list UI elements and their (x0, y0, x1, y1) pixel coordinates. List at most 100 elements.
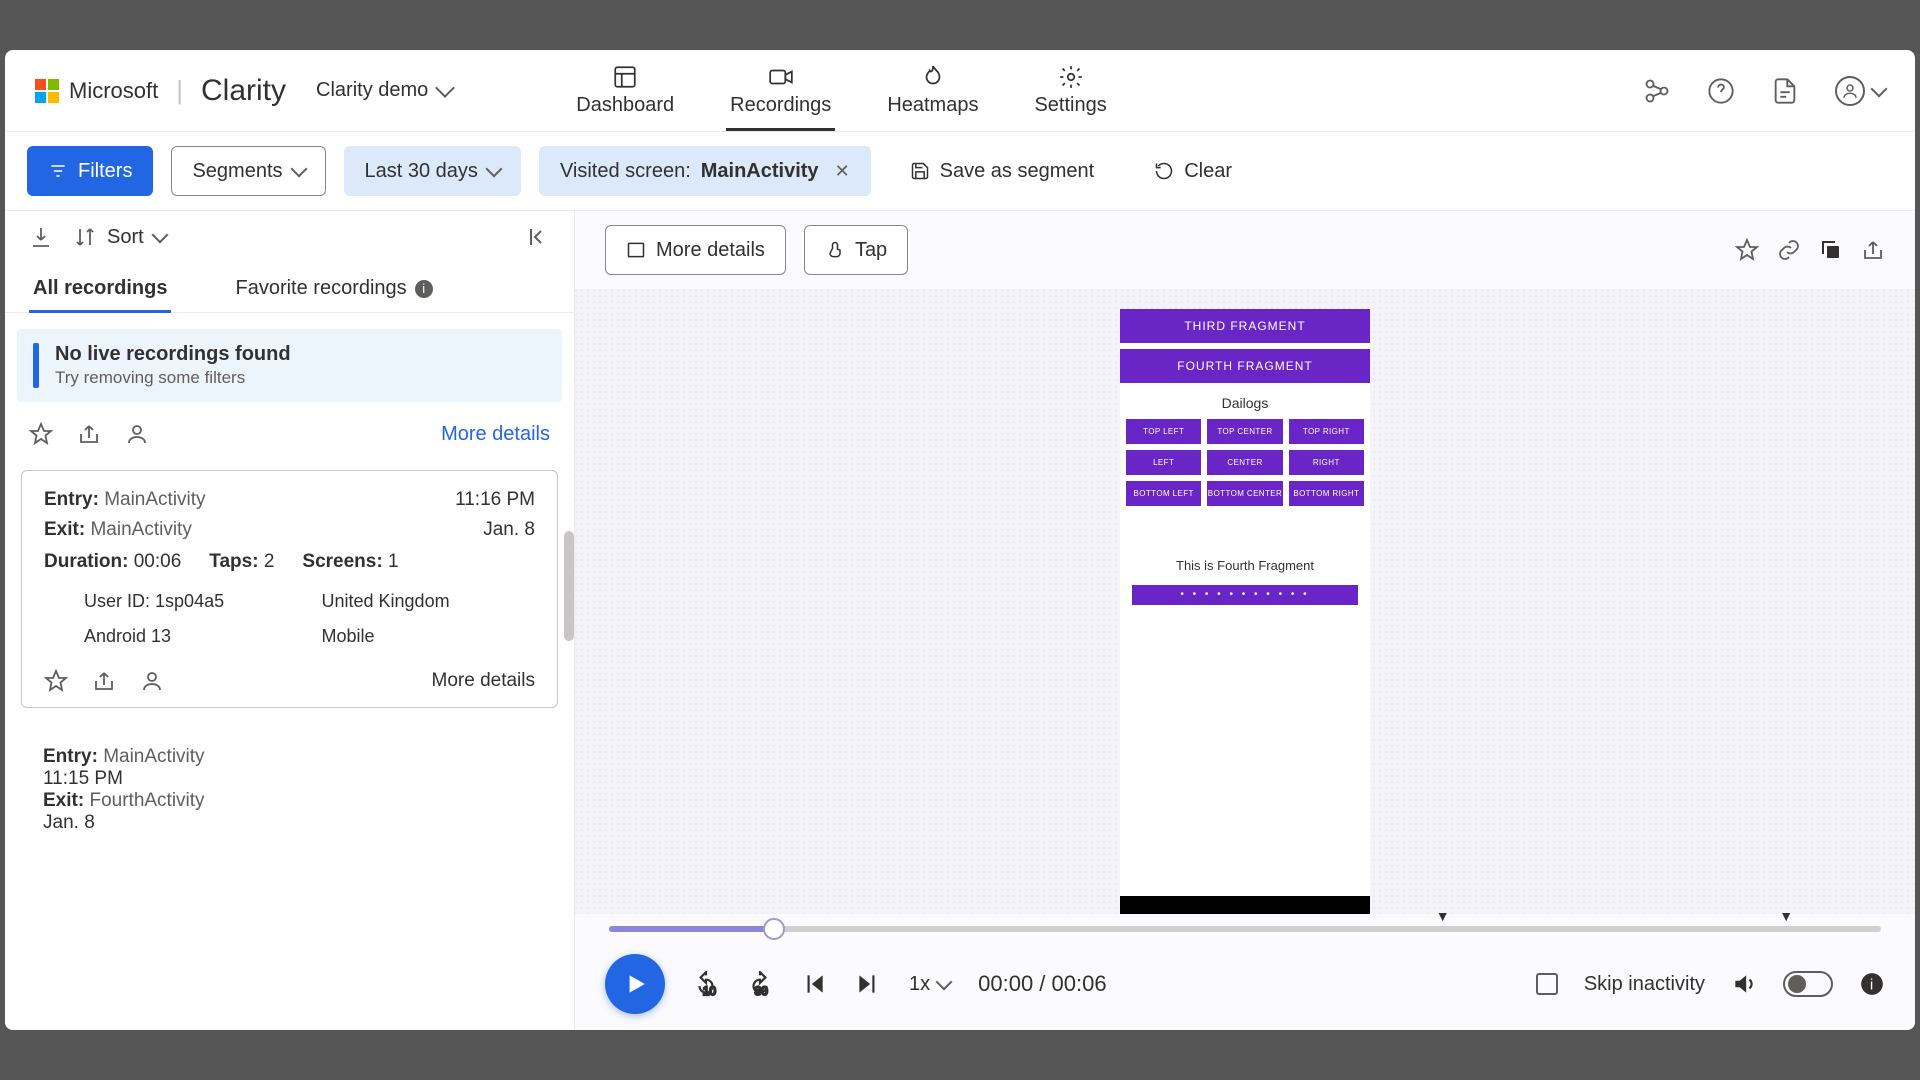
rewind-10-icon[interactable]: 10 (693, 971, 719, 997)
microsoft-logo-icon (35, 79, 59, 103)
user-icon[interactable] (125, 422, 149, 446)
fragment-caption: This is Fourth Fragment (1120, 558, 1370, 573)
more-details-link[interactable]: More details (441, 423, 550, 446)
play-button[interactable] (605, 954, 665, 1014)
company-name: Microsoft (69, 78, 158, 104)
dialogs-label: Dailogs (1120, 395, 1370, 411)
filters-label: Filters (78, 160, 132, 183)
timeline[interactable]: ▼ ▼ (609, 914, 1881, 940)
tap-button[interactable]: Tap (804, 225, 908, 275)
more-details-button[interactable]: More details (605, 225, 786, 275)
app-window: Microsoft | Clarity Clarity demo Dashboa… (5, 50, 1915, 1030)
fragment-button-3: THIRD FRAGMENT (1120, 309, 1370, 343)
tab-all-recordings[interactable]: All recordings (29, 265, 171, 312)
info-icon[interactable]: i (1859, 971, 1885, 997)
export-icon[interactable] (1861, 238, 1885, 262)
visited-value: MainActivity (701, 160, 819, 183)
nav-settings-label: Settings (1034, 94, 1106, 117)
share-icon[interactable] (77, 422, 101, 446)
scrollbar-thumb[interactable] (564, 531, 574, 641)
clear-label: Clear (1184, 160, 1232, 183)
main-nav: Dashboard Recordings Heatmaps Settings (572, 50, 1110, 131)
nav-heatmaps[interactable]: Heatmaps (883, 50, 982, 131)
timeline-marker: ▼ (1436, 908, 1450, 924)
recording-card-selected[interactable]: Entry: MainActivity 11:16 PM Exit: MainA… (21, 470, 558, 708)
timeline-marker: ▼ (1779, 908, 1793, 924)
recording-card-next[interactable]: Entry: MainActivity 11:15 PM Exit: Fourt… (21, 730, 558, 834)
svg-text:30: 30 (755, 984, 769, 997)
player-toolbar: More details Tap (575, 211, 1915, 289)
skip-inactivity-checkbox[interactable] (1536, 973, 1558, 995)
connections-icon[interactable] (1643, 77, 1671, 105)
volume-icon[interactable] (1731, 971, 1757, 997)
forward-30-icon[interactable]: 30 (747, 971, 773, 997)
sort-button[interactable]: Sort (73, 225, 166, 249)
svg-text:i: i (1870, 976, 1873, 993)
speed-picker[interactable]: 1x (909, 973, 950, 996)
gear-icon (1058, 64, 1084, 90)
nav-bar (1120, 896, 1370, 914)
star-icon[interactable] (44, 669, 68, 693)
account-menu[interactable] (1835, 76, 1885, 106)
user-icon[interactable] (140, 669, 164, 693)
segments-button[interactable]: Segments (171, 146, 325, 196)
more-details-link[interactable]: More details (432, 670, 536, 692)
chevron-down-icon (936, 974, 953, 991)
clear-button[interactable]: Clear (1133, 146, 1253, 196)
project-picker[interactable]: Clarity demo (316, 79, 452, 102)
save-icon (910, 161, 930, 181)
star-icon[interactable] (1735, 238, 1759, 262)
date-filter-chip[interactable]: Last 30 days (344, 146, 521, 196)
dashboard-icon (612, 64, 638, 90)
transport-controls: 10 30 1x 00:00 / 00:06 Skip inactivity (605, 954, 1885, 1014)
avatar-icon (1835, 76, 1865, 106)
filter-icon (48, 161, 68, 181)
download-icon[interactable] (29, 225, 53, 249)
notice-subtitle: Try removing some filters (55, 368, 291, 388)
no-live-notice: No live recordings found Try removing so… (17, 329, 562, 402)
chevron-down-icon (290, 161, 307, 178)
visited-prefix: Visited screen: (560, 160, 691, 183)
chevron-down-icon (435, 78, 455, 98)
svg-text:10: 10 (703, 984, 717, 997)
recording-viewport: THIRD FRAGMENT FOURTH FRAGMENT Dailogs T… (575, 289, 1915, 914)
project-name: Clarity demo (316, 79, 428, 102)
fragment-button-4: FOURTH FRAGMENT (1120, 349, 1370, 383)
topbar-actions (1643, 76, 1885, 106)
document-icon[interactable] (1771, 77, 1799, 105)
collapse-icon[interactable] (526, 225, 550, 249)
topbar: Microsoft | Clarity Clarity demo Dashboa… (5, 50, 1915, 132)
toggle-switch[interactable] (1783, 971, 1833, 997)
brand-logo: Microsoft (35, 78, 158, 104)
copy-icon[interactable] (1819, 238, 1843, 262)
chevron-down-icon (485, 161, 502, 178)
filters-button[interactable]: Filters (27, 146, 153, 196)
filter-bar: Filters Segments Last 30 days Visited sc… (5, 132, 1915, 211)
star-icon[interactable] (29, 422, 53, 446)
next-icon[interactable] (855, 971, 881, 997)
brand-divider: | (176, 75, 183, 106)
nav-settings[interactable]: Settings (1030, 50, 1110, 131)
sort-label: Sort (107, 226, 144, 249)
tab-favorite-recordings[interactable]: Favorite recordings i (231, 265, 436, 312)
share-icon[interactable] (92, 669, 116, 693)
dialog-grid: TOP LEFT TOP CENTER TOP RIGHT LEFT CENTE… (1120, 419, 1370, 518)
content-body: Sort All recordings Favorite recordings … (5, 211, 1915, 1030)
save-segment-button[interactable]: Save as segment (889, 146, 1116, 196)
nav-recordings[interactable]: Recordings (726, 50, 835, 131)
panel-icon (626, 240, 646, 260)
close-icon[interactable]: ✕ (835, 161, 850, 182)
timeline-thumb[interactable] (763, 918, 785, 940)
chevron-down-icon (151, 227, 168, 244)
link-icon[interactable] (1777, 238, 1801, 262)
help-icon[interactable] (1707, 77, 1735, 105)
nav-heatmaps-label: Heatmaps (887, 94, 978, 117)
player-controls-bar: ▼ ▼ 10 30 1x 00:00 / 00:06 (575, 914, 1915, 1030)
nav-dashboard[interactable]: Dashboard (572, 50, 678, 131)
timeline-progress (609, 926, 774, 932)
prev-icon[interactable] (801, 971, 827, 997)
info-icon: i (415, 280, 433, 298)
play-icon (622, 971, 648, 997)
visited-screen-chip[interactable]: Visited screen: MainActivity ✕ (539, 146, 871, 196)
time-display: 00:00 / 00:06 (978, 971, 1106, 997)
